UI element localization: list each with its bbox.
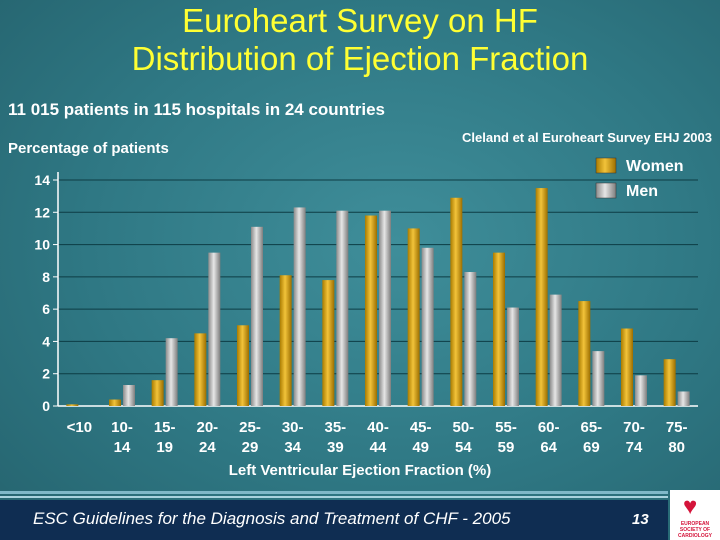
x-tick-label: 25-: [239, 419, 261, 436]
footer-divider-top: [0, 491, 668, 494]
x-tick-label: 60-: [538, 419, 560, 436]
x-tick-label: 24: [199, 439, 216, 456]
bar-men: [635, 375, 647, 406]
x-tick-label: 45-: [410, 419, 432, 436]
y-tick-label: 0: [42, 398, 50, 414]
bar-men: [464, 272, 477, 406]
bar-women: [493, 252, 505, 406]
legend-label-women: Women: [626, 158, 683, 175]
x-tick-label: 40-: [367, 419, 389, 436]
bar-women: [109, 399, 121, 406]
x-tick-label: 15-: [154, 419, 176, 436]
y-axis-label: Percentage of patients: [8, 140, 169, 157]
footer-divider-bottom: [0, 496, 668, 498]
page-number: 13: [632, 511, 649, 528]
title-line-1: Euroheart Survey on HF: [182, 2, 538, 39]
x-tick-label: 54: [455, 439, 472, 456]
footer-bar: [0, 500, 668, 540]
x-tick-label: 34: [284, 439, 301, 456]
x-tick-label: 69: [583, 439, 600, 456]
bar-women: [365, 215, 377, 406]
bar-women: [621, 328, 633, 406]
bar-women: [322, 280, 335, 406]
x-tick-label: 80: [668, 439, 685, 456]
title-line-2: Distribution of Ejection Fraction: [131, 40, 589, 77]
x-tick-label: 49: [412, 439, 429, 456]
bar-women: [407, 228, 420, 406]
bar-men: [507, 307, 519, 406]
y-tick-label: 10: [34, 237, 50, 253]
bar-men: [549, 294, 562, 406]
x-tick-label: 14: [114, 439, 131, 456]
x-tick-label: 74: [626, 439, 643, 456]
bar-women: [279, 275, 292, 406]
bar-men: [123, 385, 135, 406]
y-tick-label: 2: [42, 366, 50, 382]
legend-swatch-women: [595, 157, 617, 174]
bar-women: [535, 188, 548, 406]
subtitle: 11 015 patients in 115 hospitals in 24 c…: [8, 100, 385, 119]
bar-men: [208, 252, 221, 406]
x-tick-label: 10-: [111, 419, 133, 436]
bar-women: [66, 404, 79, 406]
bar-men: [379, 210, 391, 406]
x-tick-label: 20-: [196, 419, 218, 436]
bar-women: [151, 380, 164, 406]
bar-men: [165, 338, 178, 406]
y-tick-label: 4: [42, 333, 50, 349]
x-tick-label: 70-: [623, 419, 645, 436]
footer-text: ESC Guidelines for the Diagnosis and Tre…: [33, 509, 511, 528]
x-tick-label: 35-: [324, 419, 346, 436]
bar-women: [194, 333, 207, 406]
esc-logo: ♥ EUROPEAN SOCIETY OF CARDIOLOGY: [670, 490, 720, 540]
y-tick-label: 8: [42, 269, 50, 285]
x-tick-label: 30-: [282, 419, 304, 436]
bar-men: [592, 351, 605, 406]
x-tick-label: 50-: [452, 419, 474, 436]
y-tick-label: 12: [34, 204, 50, 220]
bar-women: [663, 359, 676, 406]
bar-men: [293, 207, 306, 406]
x-tick-label: 19: [156, 439, 173, 456]
heart-icon: ♥: [683, 493, 698, 520]
x-tick-label: 29: [242, 439, 259, 456]
x-axis-label: Left Ventricular Ejection Fraction (%): [228, 462, 492, 479]
x-tick-label: 64: [540, 439, 557, 456]
bar-men: [251, 226, 263, 406]
bar-women: [237, 325, 249, 406]
legend-label-men: Men: [626, 183, 658, 200]
x-tick-label: 75-: [666, 419, 688, 436]
x-tick-label: 39: [327, 439, 344, 456]
x-tick-label: 55-: [495, 419, 517, 436]
x-tick-label: 65-: [580, 419, 602, 436]
legend-swatch-men: [595, 182, 617, 199]
bar-women: [578, 301, 591, 406]
bar-men: [677, 391, 690, 406]
x-tick-label: <10: [67, 419, 92, 436]
x-tick-label: 44: [370, 439, 387, 456]
slide-title: Euroheart Survey on HF Distribution of E…: [0, 2, 720, 78]
y-tick-label: 14: [34, 172, 50, 188]
reference-citation: Cleland et al Euroheart Survey EHJ 2003: [462, 130, 712, 145]
bar-women: [450, 197, 463, 406]
bar-men: [336, 210, 349, 406]
bar-men: [421, 247, 434, 406]
x-tick-label: 59: [498, 439, 515, 456]
logo-text: EUROPEAN SOCIETY OF CARDIOLOGY: [678, 521, 712, 539]
y-tick-label: 6: [42, 301, 50, 317]
